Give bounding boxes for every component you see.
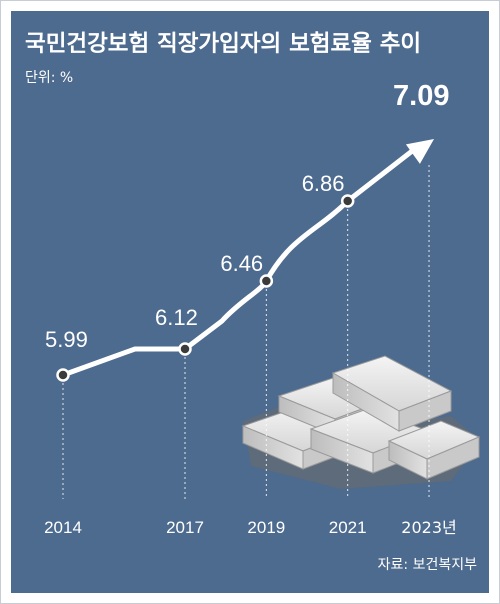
x-tick-2021: 2021 [329, 518, 367, 537]
data-point-2017 [178, 342, 192, 356]
trend-arrowhead [405, 139, 435, 164]
x-tick-2017: 2017 [166, 518, 204, 537]
data-point-2019 [259, 274, 274, 288]
value-label-2021: 6.86 [302, 171, 345, 196]
guide-lines [62, 165, 430, 499]
value-labels: 5.99 6.12 6.46 6.86 7.09 [45, 80, 449, 352]
x-tick-2023: 2023년 [401, 518, 456, 537]
x-tick-2014: 2014 [44, 518, 82, 537]
x-axis-ticks: 2014 2017 2019 2021 2023년 [44, 518, 457, 537]
chart-panel: 국민건강보험 직장가입자의 보험료율 추이 단위: % [11, 11, 489, 593]
value-label-2017: 6.12 [155, 305, 198, 330]
chart-title: 국민건강보험 직장가입자의 보험료율 추이 [25, 31, 421, 57]
data-point-2021 [340, 194, 355, 208]
bundle-top [331, 355, 453, 432]
line-chart: 국민건강보험 직장가입자의 보험료율 추이 단위: % [25, 31, 481, 573]
bundle-right-bottom [387, 420, 481, 480]
value-label-2023: 7.09 [393, 80, 449, 112]
money-stack-illustration [241, 355, 481, 489]
value-label-2014: 5.99 [45, 327, 88, 352]
unit-label: 단위: % [25, 70, 73, 86]
data-point-2014 [56, 368, 70, 382]
value-label-2019: 6.46 [220, 251, 263, 276]
source-note: 자료: 보건복지부 [378, 557, 477, 573]
x-tick-2019: 2019 [247, 518, 285, 537]
data-points [56, 194, 355, 382]
